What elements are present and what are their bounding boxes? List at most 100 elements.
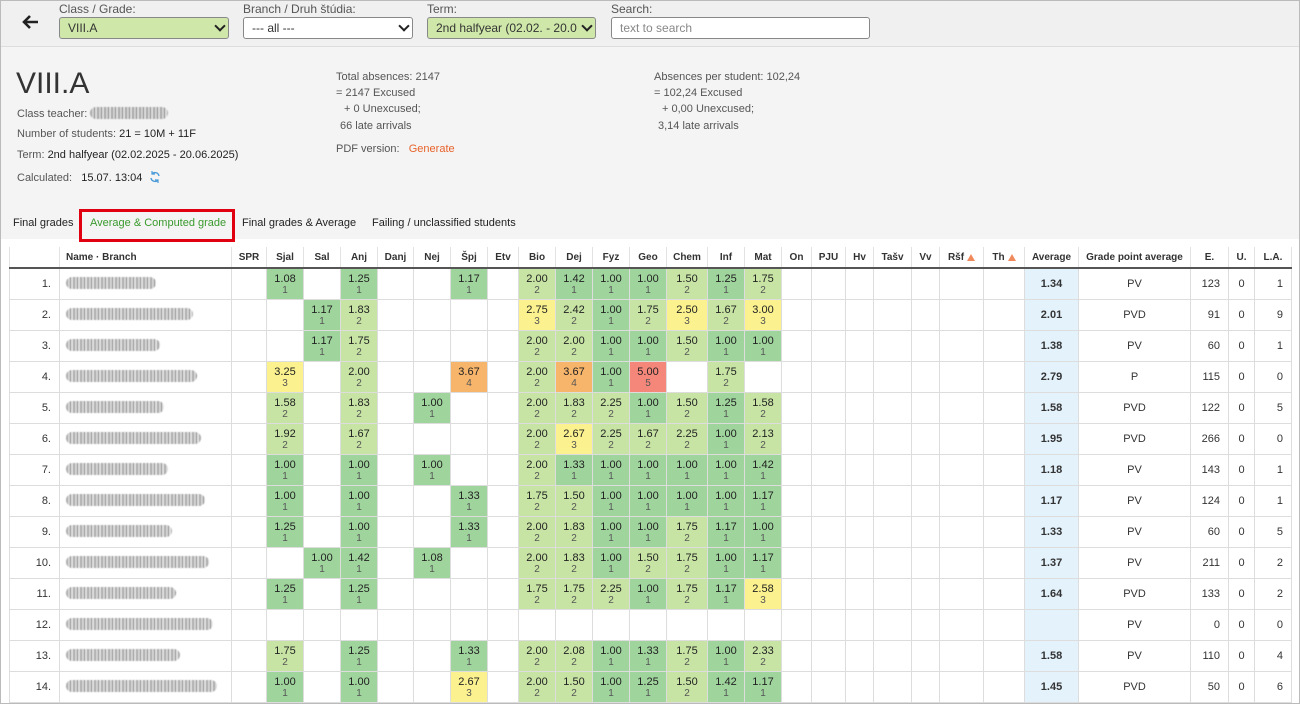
student-average [1024,609,1079,641]
grade-cell: 1.00 1 [303,547,341,579]
header-cell: Sal [303,247,341,269]
grade-cell [781,423,812,455]
computed-grade: 1 [466,284,472,296]
excused-absences: 123 [1190,267,1229,300]
student-row: 5. 1.58 2 1.83 2 1.00 1 2.00 2 1.83 2 2.25 2 1.00 1 1.5… [9,392,1292,424]
tab[interactable]: Average & Computed grade [90,217,227,229]
subject-average: 2.00 [526,520,548,533]
search-input[interactable]: text to search [611,17,870,39]
grade-cell [939,454,984,486]
grade-cell: 2.00 2 [518,392,556,424]
grade-cell [911,330,940,362]
class-select[interactable]: VIII.A [59,17,229,39]
grade-point-average: PVD [1078,299,1191,331]
grade-cell: 1.25 1 [340,267,378,300]
computed-grade: 1 [429,470,435,482]
term-select[interactable]: 2nd halfyear (02.02. - 20.0 [427,17,596,39]
row-number: 10. [9,547,60,579]
grade-cell [845,361,874,393]
subject-average: 1.00 [637,272,659,285]
pdf-row: PDF version: Generate [336,143,455,155]
grade-cell [939,516,984,548]
grade-cell [231,423,267,455]
unexcused-absences: 0 [1228,547,1255,579]
grade-cell: 1.00 1 [266,454,304,486]
subject-average: 2.00 [563,334,585,347]
subject-average: 2.00 [526,272,548,285]
grade-cell [845,671,874,703]
column-header: On [789,251,804,263]
grade-cell [811,485,846,517]
grade-cell: 1.17 1 [707,516,745,548]
subject-average: 1.00 [600,520,622,533]
grade-cell: 2.00 2 [518,330,556,362]
subject-average: 1.00 [600,272,622,285]
grade-cell [413,485,451,517]
excused-absences: 60 [1190,516,1229,548]
grade-cell: 2.25 2 [666,423,708,455]
subject-average: 1.00 [637,520,659,533]
grade-cell [845,299,874,331]
grade-cell: 1.75 2 [666,547,708,579]
column-header: Hv [853,251,866,263]
student-name [59,671,232,703]
back-button[interactable] [21,13,41,31]
grade-cell [450,454,488,486]
pdf-generate-link[interactable]: Generate [408,143,455,155]
grade-cell: 2.58 3 [744,578,782,610]
subject-average: 2.67 [458,675,480,688]
header-cell: SPR [231,247,267,269]
refresh-icon[interactable] [149,171,161,183]
grade-cell [873,671,912,703]
active-tab-highlight [79,209,235,242]
grade-cell: 1.00 1 [666,485,708,517]
grade-cell: 1.83 2 [555,547,593,579]
grade-cell [939,671,984,703]
subject-average: 1.75 [563,582,585,595]
grade-cell [231,578,267,610]
computed-grade: 2 [684,656,690,668]
unexcused-absences: 0 [1228,267,1255,300]
tab[interactable]: Final grades & Average [242,217,357,229]
computed-grade: 1 [760,501,766,513]
grade-cell: 1.00 1 [340,516,378,548]
computed-grade: 4 [571,377,577,389]
header-cell: L.A. [1254,247,1292,269]
student-average: 1.64 [1024,578,1079,610]
subject-average: 1.00 [421,396,443,409]
grade-cell: 2.00 2 [518,454,556,486]
column-header: Grade point average [1086,251,1183,263]
subject-average: 1.00 [348,520,370,533]
computed-grade: 2 [571,315,577,327]
grade-cell [983,454,1025,486]
computed-grade: 1 [760,470,766,482]
column-header: Ršf [947,251,965,263]
grade-cell [781,267,812,300]
grade-cell: 1.00 1 [629,578,667,610]
computed-grade: 1 [608,687,614,699]
grade-cell [983,392,1025,424]
grade-cell [811,454,846,486]
computed-grade: 2 [282,408,288,420]
computed-grade: 1 [645,284,651,296]
grade-cell [450,330,488,362]
grade-cell: 2.33 2 [744,640,782,672]
grade-cell: 1.00 1 [629,516,667,548]
late-arrivals: 1 [1254,330,1292,362]
tab[interactable]: Final grades [13,217,74,229]
grade-cell [911,423,940,455]
computed-grade: 2 [534,532,540,544]
column-header: Fyz [602,251,620,263]
computed-grade: 3 [760,594,766,606]
row-number: 8. [9,485,60,517]
grade-cell: 2.00 2 [518,423,556,455]
excused-absences: 124 [1190,485,1229,517]
column-header: PJU [818,251,839,263]
tab[interactable]: Failing / unclassified students [372,217,516,229]
student-row: 3. 1.17 1 1.75 2 2.00 2 2.00 2 1.00 1 1.00 1 1.50 2 1.0… [9,330,1292,362]
subject-average: 1.00 [715,458,737,471]
branch-select[interactable]: --- all --- [243,17,413,39]
late-arrivals: 0 [1254,423,1292,455]
grade-cell: 2.13 2 [744,423,782,455]
